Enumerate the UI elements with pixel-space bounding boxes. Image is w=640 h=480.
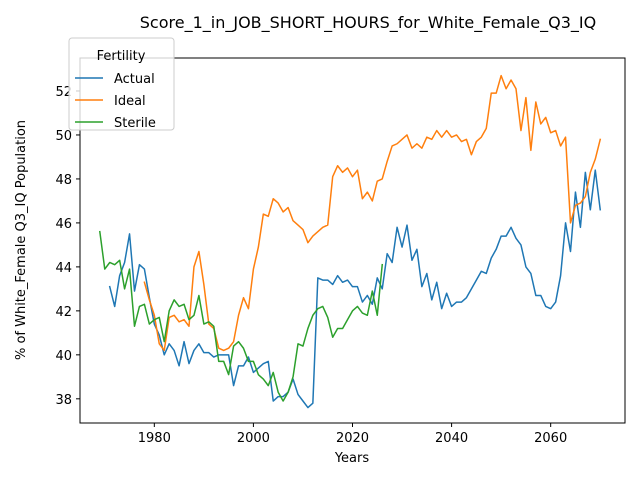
x-axis: 1980 2000 2020 2040 2060 [138,423,567,446]
y-axis-label: % of White_Female Q3_IQ Population [14,120,29,360]
y-tick-label: 50 [55,129,72,144]
y-axis: 38 40 42 44 46 48 50 52 [55,85,80,408]
y-tick-label: 42 [55,305,72,320]
legend-box [68,37,175,131]
series-line-actual [108,169,602,409]
series-layer [98,74,602,409]
y-tick-label: 40 [55,349,72,364]
x-tick-label: 1980 [138,431,171,446]
series-line-ideal [143,74,602,352]
legend-label-actual: Actual [114,72,155,87]
x-tick-label: 2060 [534,431,567,446]
x-tick-label: 2040 [435,431,468,446]
legend-label-sterile: Sterile [114,116,156,131]
x-tick-label: 2000 [237,431,270,446]
chart-title: Score_1_in_JOB_SHORT_HOURS_for_White_Fem… [140,13,596,33]
legend-title: Fertility [97,49,146,64]
legend-label-ideal: Ideal [114,94,146,109]
y-tick-label: 46 [55,217,72,232]
y-tick-label: 48 [55,173,72,188]
x-tick-label: 2020 [336,431,369,446]
y-tick-label: 44 [55,261,72,276]
series-line-sterile [98,230,384,402]
x-axis-label: Years [334,451,370,466]
legend: Fertility Actual Ideal Sterile [68,37,175,131]
y-tick-label: 52 [55,85,72,100]
y-tick-label: 38 [55,393,72,408]
